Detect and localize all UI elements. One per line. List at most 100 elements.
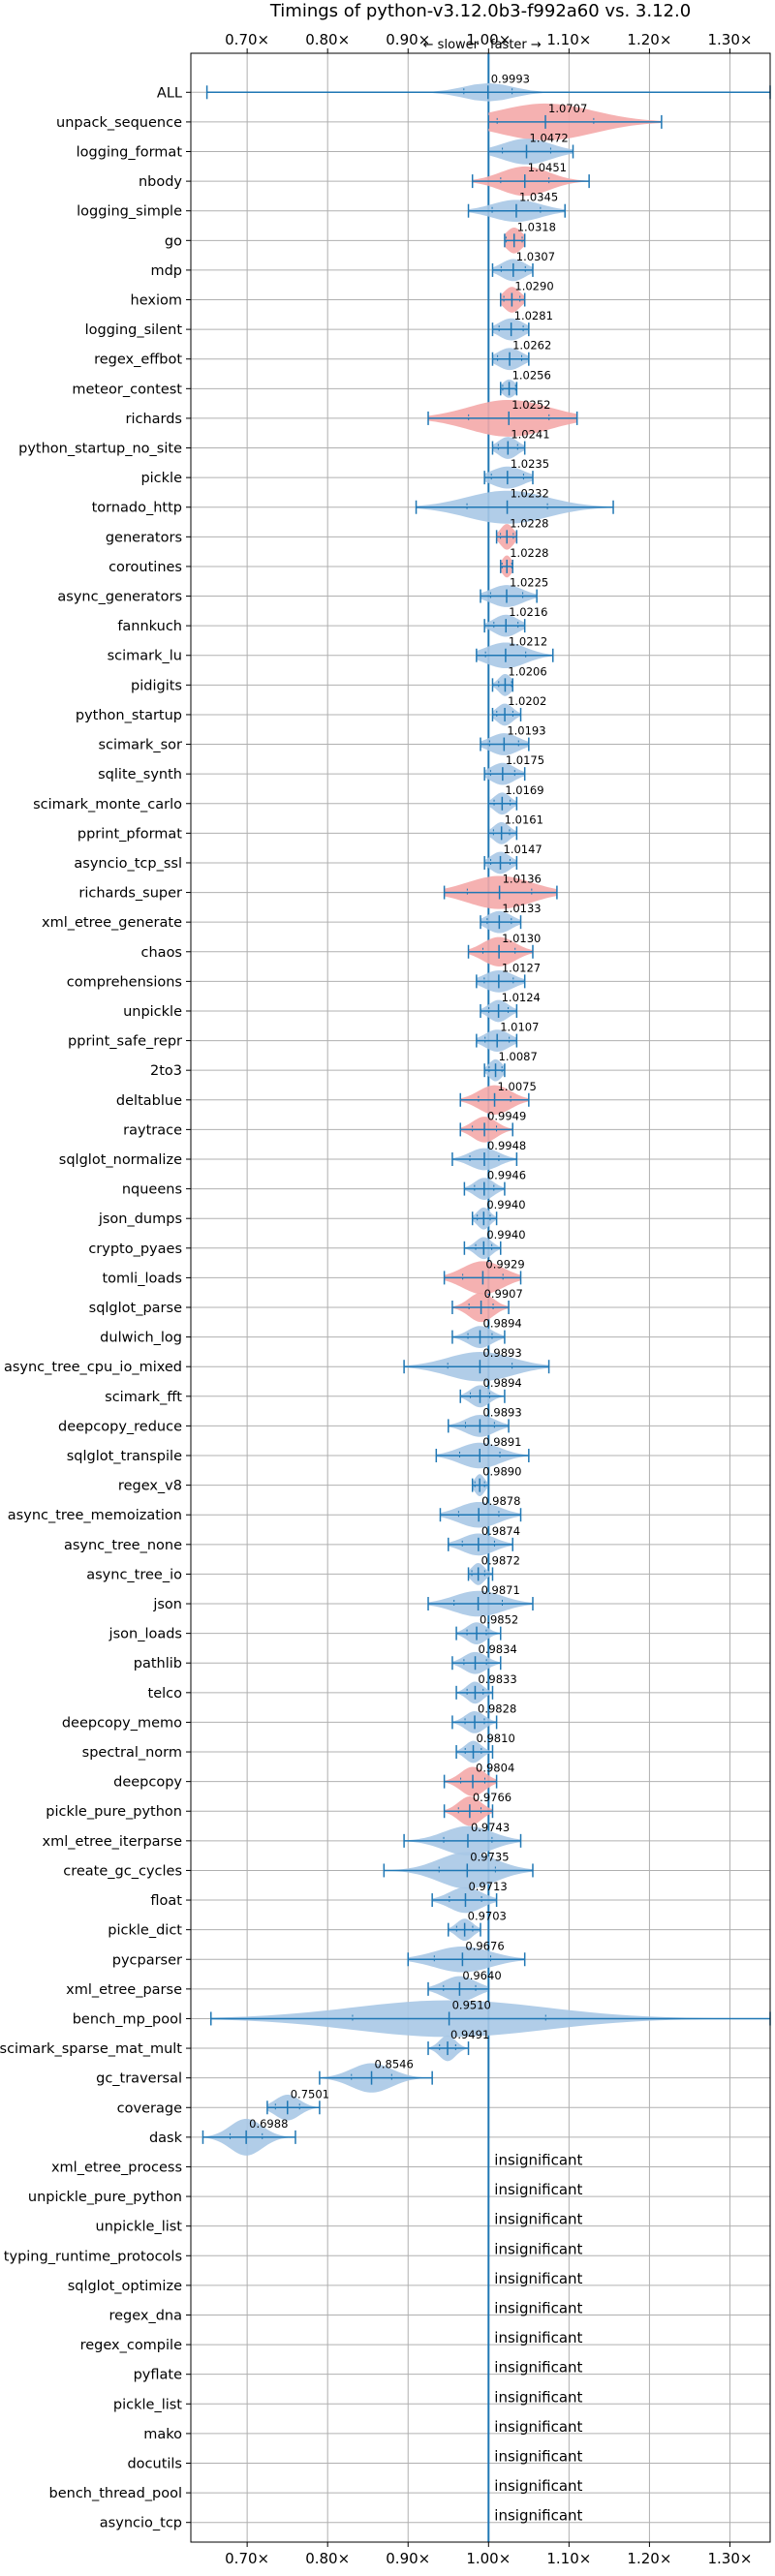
value-label: 0.9766: [473, 1791, 512, 1804]
value-label: 1.0241: [511, 428, 549, 442]
benchmark-label: unpack_sequence: [56, 115, 182, 131]
x-tick-label-bottom: 1.00×: [466, 2550, 511, 2567]
insignificant-label: insignificant: [494, 2477, 582, 2495]
benchmark-label: raytrace: [123, 1122, 182, 1138]
benchmark-label: sqlglot_parse: [89, 1301, 182, 1316]
benchmark-label: xml_etree_generate: [42, 915, 182, 931]
value-label: 0.9948: [487, 1139, 526, 1152]
value-label: 1.0147: [504, 843, 542, 856]
benchmark-label: sqlite_synth: [98, 767, 182, 782]
benchmark-label: pyflate: [134, 2368, 182, 2383]
benchmark-label: pickle_pure_python: [46, 1804, 182, 1820]
value-label: 1.0318: [517, 220, 556, 233]
value-label: 1.0345: [519, 191, 558, 204]
x-tick-label-bottom: 1.10×: [546, 2550, 591, 2567]
benchmark-label: coverage: [117, 2101, 182, 2116]
x-tick-label-bottom: 0.70×: [225, 2550, 269, 2567]
value-label: 1.0087: [499, 1050, 538, 1063]
value-label: 0.9878: [481, 1494, 520, 1508]
value-label: 1.0075: [498, 1080, 537, 1093]
value-label: 1.0169: [505, 783, 543, 797]
benchmark-label: sqlglot_normalize: [59, 1152, 182, 1168]
x-tick-label-bottom: 1.30×: [707, 2550, 752, 2567]
benchmark-label: regex_effbot: [94, 353, 182, 368]
benchmark-label: deepcopy: [113, 1775, 182, 1791]
benchmark-label: richards_super: [78, 886, 182, 902]
value-label: 0.9893: [482, 1346, 521, 1360]
benchmark-label: logging_format: [77, 145, 183, 161]
value-label: 0.9810: [477, 1732, 515, 1745]
value-label: 1.0107: [500, 1021, 539, 1034]
benchmark-label: pickle_dict: [108, 1923, 182, 1939]
benchmark-label: unpickle_list: [96, 2220, 183, 2235]
benchmark-label: dask: [149, 2131, 183, 2146]
benchmark-label: logging_simple: [77, 204, 182, 220]
value-label: 0.7501: [291, 2087, 329, 2101]
value-label: 0.9929: [485, 1257, 524, 1271]
x-axis-bottom: 0.70× 0.80× 0.90× 1.00× 1.10× 1.20× 1.30×: [225, 2542, 752, 2567]
benchmark-label: pickle: [140, 471, 182, 486]
value-label: 1.0161: [505, 813, 543, 826]
benchmark-label: generators: [106, 530, 182, 545]
benchmark-label: scimark_fft: [105, 1390, 182, 1405]
value-label: 1.0232: [511, 487, 549, 501]
benchmark-label: unpickle: [123, 1004, 182, 1020]
insignificant-label: insignificant: [494, 2418, 582, 2436]
benchmark-label: deepcopy_memo: [62, 1715, 182, 1731]
value-label: 1.0256: [512, 368, 551, 382]
value-label: 1.0130: [502, 932, 541, 945]
benchmark-label: asyncio_tcp_ssl: [74, 856, 182, 872]
value-label: 0.9874: [481, 1524, 520, 1538]
benchmark-label: xml_etree_iterparse: [43, 1834, 183, 1850]
x-tick-label-top: 1.10×: [546, 31, 591, 48]
insignificant-label: insignificant: [494, 2388, 582, 2406]
value-label: 1.0175: [506, 753, 544, 767]
benchmark-label: float: [150, 1893, 182, 1909]
x-tick-label-top: 1.20×: [627, 31, 671, 48]
value-label: 0.9946: [487, 1169, 526, 1182]
value-label: 0.9871: [481, 1583, 520, 1597]
benchmark-label: deltablue: [116, 1093, 182, 1109]
benchmark-label: crypto_pyaes: [88, 1242, 182, 1257]
value-label: 1.0281: [514, 309, 553, 322]
value-label: 0.9949: [487, 1109, 526, 1122]
benchmark-label: nqueens: [122, 1182, 182, 1198]
benchmark-label: spectral_norm: [82, 1745, 182, 1761]
value-label: 1.0202: [508, 694, 546, 708]
benchmark-label: dulwich_log: [100, 1331, 182, 1346]
plot-frame: [190, 52, 771, 2543]
x-axis-top: 0.70× 0.80× 0.90× 1.00× 1.10× 1.20× 1.30×: [225, 31, 752, 53]
benchmark-label: mako: [143, 2427, 182, 2442]
x-tick-label-bottom: 0.80×: [305, 2550, 350, 2567]
value-label: 1.0235: [511, 457, 549, 471]
benchmark-label: async_tree_memoization: [8, 1508, 182, 1523]
benchmark-label: create_gc_cycles: [63, 1863, 182, 1879]
value-label: 0.9907: [484, 1287, 523, 1301]
benchmark-label: scimark_monte_carlo: [33, 797, 182, 813]
benchmark-label: xml_etree_parse: [66, 1982, 182, 1998]
x-tick-label-bottom: 1.20×: [627, 2550, 671, 2567]
value-label: 1.0124: [502, 991, 541, 1004]
benchmark-label: python_startup_no_site: [18, 442, 182, 457]
value-label: 1.0472: [530, 132, 569, 145]
value-label: 0.9735: [470, 1850, 509, 1863]
benchmark-label: meteor_contest: [72, 382, 182, 397]
value-label: 0.9828: [478, 1702, 516, 1715]
value-label: 1.0228: [510, 516, 548, 530]
benchmark-label: scimark_sor: [98, 738, 182, 753]
value-label: 0.9676: [465, 1939, 504, 1952]
insignificant-label: insignificant: [494, 2299, 582, 2316]
x-tick-label-bottom: 0.90×: [386, 2550, 430, 2567]
benchmark-label: regex_dna: [108, 2308, 182, 2323]
value-label: 1.0228: [510, 546, 548, 560]
value-label: 0.9713: [468, 1880, 507, 1893]
benchmark-label: asyncio_tcp: [100, 2516, 182, 2531]
value-label: 0.9894: [483, 1376, 522, 1390]
value-label: 1.0127: [502, 961, 541, 974]
value-label: 0.9703: [468, 1910, 507, 1923]
value-label: 1.0307: [516, 250, 555, 263]
x-tick-label-top: 0.80×: [305, 31, 350, 48]
value-label: 0.8546: [375, 2058, 414, 2071]
benchmark-label: richards: [125, 412, 182, 427]
